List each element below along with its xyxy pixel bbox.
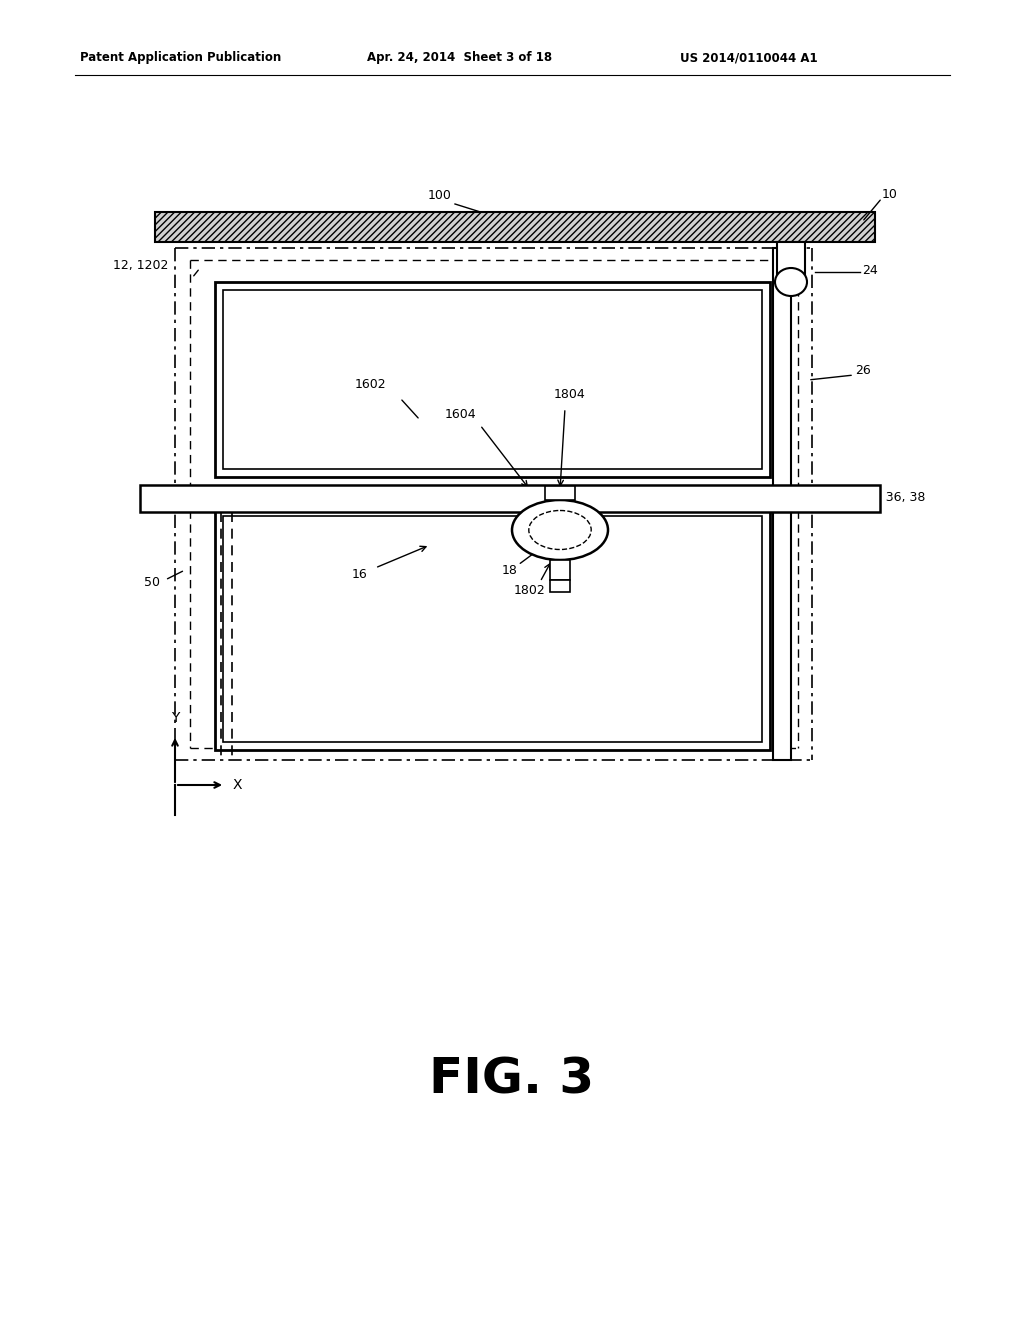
Text: 50: 50 [144, 576, 160, 589]
Text: X: X [233, 777, 243, 792]
Bar [777, 242, 805, 286]
Text: 1804: 1804 [554, 388, 586, 401]
Text: Y: Y [171, 711, 179, 725]
Text: 12, 1202: 12, 1202 [113, 259, 168, 272]
Text: 100: 100 [428, 189, 452, 202]
Text: 10: 10 [882, 189, 898, 202]
Bar [550, 579, 570, 591]
Text: Patent Application Publication: Patent Application Publication [80, 51, 282, 65]
Text: 1602: 1602 [354, 379, 386, 392]
Bar [773, 512, 791, 760]
Text: 1802: 1802 [514, 583, 546, 597]
Bar [773, 248, 791, 513]
Text: 16: 16 [352, 569, 368, 582]
Text: US 2014/0110044 A1: US 2014/0110044 A1 [680, 51, 817, 65]
Bar [223, 516, 762, 742]
Text: 18: 18 [502, 564, 518, 577]
Bar [215, 508, 770, 750]
Text: FIG. 3: FIG. 3 [429, 1056, 595, 1104]
Bar [545, 486, 575, 500]
Bar [140, 484, 880, 512]
Text: 26: 26 [855, 363, 870, 376]
Text: Apr. 24, 2014  Sheet 3 of 18: Apr. 24, 2014 Sheet 3 of 18 [367, 51, 552, 65]
Bar [155, 213, 874, 242]
Ellipse shape [775, 268, 807, 296]
Bar [223, 290, 762, 469]
Text: 1604: 1604 [444, 408, 476, 421]
Text: 24: 24 [862, 264, 878, 276]
Text: 14, 36, 38: 14, 36, 38 [862, 491, 926, 504]
Bar [550, 560, 570, 579]
Ellipse shape [512, 500, 608, 560]
Bar [215, 282, 770, 477]
